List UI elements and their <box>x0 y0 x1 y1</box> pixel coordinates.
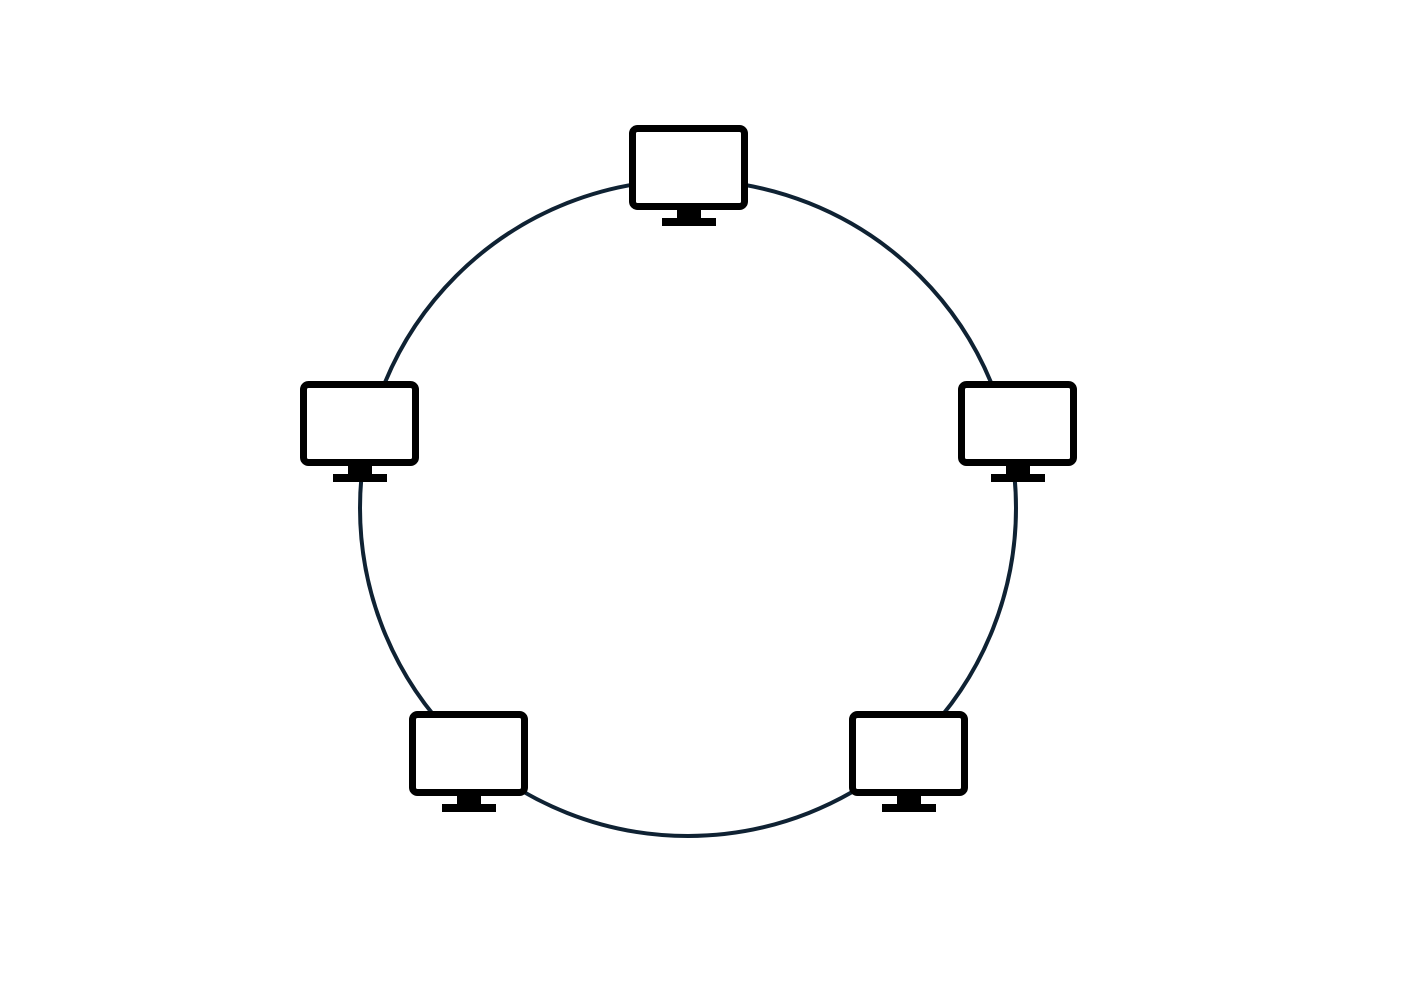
monitor-icon <box>849 711 968 812</box>
monitor-screen <box>958 381 1077 466</box>
monitor-icon <box>300 381 419 482</box>
monitor-stand-base <box>662 218 716 226</box>
monitor-stand-base <box>991 474 1045 482</box>
monitor-stand-base <box>442 804 496 812</box>
monitor-stand-neck <box>348 464 372 474</box>
monitor-screen <box>849 711 968 796</box>
monitor-stand-base <box>333 474 387 482</box>
nodes-layer <box>300 125 1077 812</box>
monitor-screen <box>409 711 528 796</box>
monitor-icon <box>409 711 528 812</box>
monitor-screen <box>629 125 748 210</box>
monitor-stand-neck <box>457 794 481 804</box>
monitor-stand-neck <box>1006 464 1030 474</box>
monitor-stand-neck <box>677 208 701 218</box>
monitor-stand-base <box>882 804 936 812</box>
monitor-icon <box>958 381 1077 482</box>
monitor-stand-neck <box>897 794 921 804</box>
monitor-icon <box>629 125 748 226</box>
monitor-screen <box>300 381 419 466</box>
